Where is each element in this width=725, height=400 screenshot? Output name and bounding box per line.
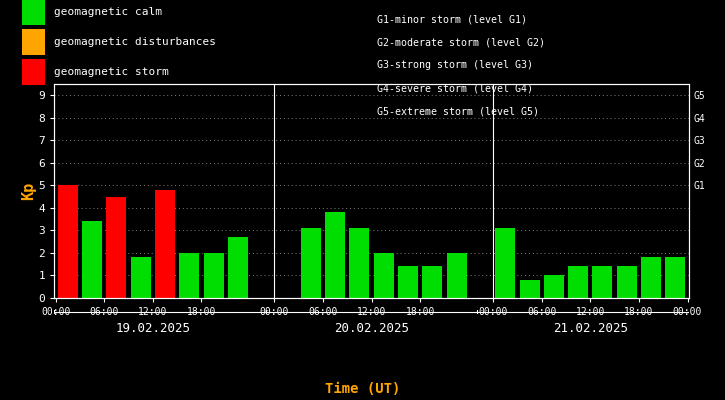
Bar — [641, 258, 661, 298]
Bar — [666, 258, 685, 298]
Bar — [155, 190, 175, 298]
Bar — [82, 222, 102, 298]
Text: geomagnetic storm: geomagnetic storm — [54, 67, 168, 77]
Bar — [374, 253, 394, 298]
Bar — [228, 237, 248, 298]
Bar — [544, 276, 564, 298]
Bar — [325, 212, 345, 298]
Bar — [592, 266, 613, 298]
Text: G5-extreme storm (level G5): G5-extreme storm (level G5) — [377, 107, 539, 117]
Text: geomagnetic calm: geomagnetic calm — [54, 7, 162, 17]
Text: 20.02.2025: 20.02.2025 — [334, 322, 409, 335]
Bar — [495, 228, 515, 298]
Bar — [349, 228, 369, 298]
Text: G4-severe storm (level G4): G4-severe storm (level G4) — [377, 84, 533, 94]
Text: G3-strong storm (level G3): G3-strong storm (level G3) — [377, 60, 533, 70]
Bar — [520, 280, 539, 298]
Bar — [130, 258, 151, 298]
Bar — [58, 185, 78, 298]
Bar — [447, 253, 467, 298]
Bar — [179, 253, 199, 298]
Bar — [301, 228, 320, 298]
Bar — [107, 197, 126, 298]
Y-axis label: Kp: Kp — [21, 182, 36, 200]
Bar — [204, 253, 223, 298]
Bar — [568, 266, 588, 298]
Text: geomagnetic disturbances: geomagnetic disturbances — [54, 37, 215, 47]
Text: G2-moderate storm (level G2): G2-moderate storm (level G2) — [377, 37, 545, 47]
Text: 19.02.2025: 19.02.2025 — [115, 322, 190, 335]
Text: 21.02.2025: 21.02.2025 — [552, 322, 628, 335]
Bar — [398, 266, 418, 298]
Bar — [423, 266, 442, 298]
Bar — [617, 266, 637, 298]
Text: G1-minor storm (level G1): G1-minor storm (level G1) — [377, 14, 527, 24]
Text: Time (UT): Time (UT) — [325, 382, 400, 396]
